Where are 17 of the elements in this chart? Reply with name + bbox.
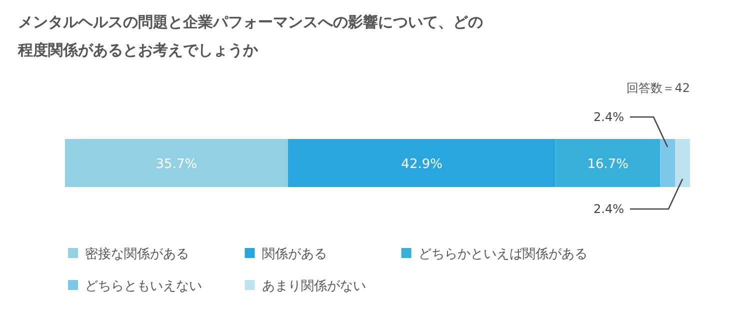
data-label: 35.7% <box>156 157 198 172</box>
bar <box>675 139 690 187</box>
bar <box>556 139 660 187</box>
bar <box>65 139 288 187</box>
legend-label: どちらかといえば関係がある <box>418 247 588 262</box>
legend-label: 密接な関係がある <box>85 247 189 262</box>
data-label: 42.9% <box>401 157 442 172</box>
legend-label: どちらともいえない <box>85 279 202 294</box>
legend-label: 関係がある <box>262 247 327 262</box>
bar <box>288 139 556 187</box>
bar <box>660 139 676 187</box>
chart-subtitle: 回答数＝42 <box>626 81 690 95</box>
legend-label: あまり関係がない <box>262 279 366 294</box>
chart-title: メンタルヘルスの問題と企業パフォーマンスへの影響について、どの程度関係があるとお考えでしょうか <box>18 12 484 61</box>
data-label: 16.7% <box>587 157 629 172</box>
data-label: 2.4% <box>594 110 624 124</box>
data-label: 2.4% <box>594 202 624 216</box>
